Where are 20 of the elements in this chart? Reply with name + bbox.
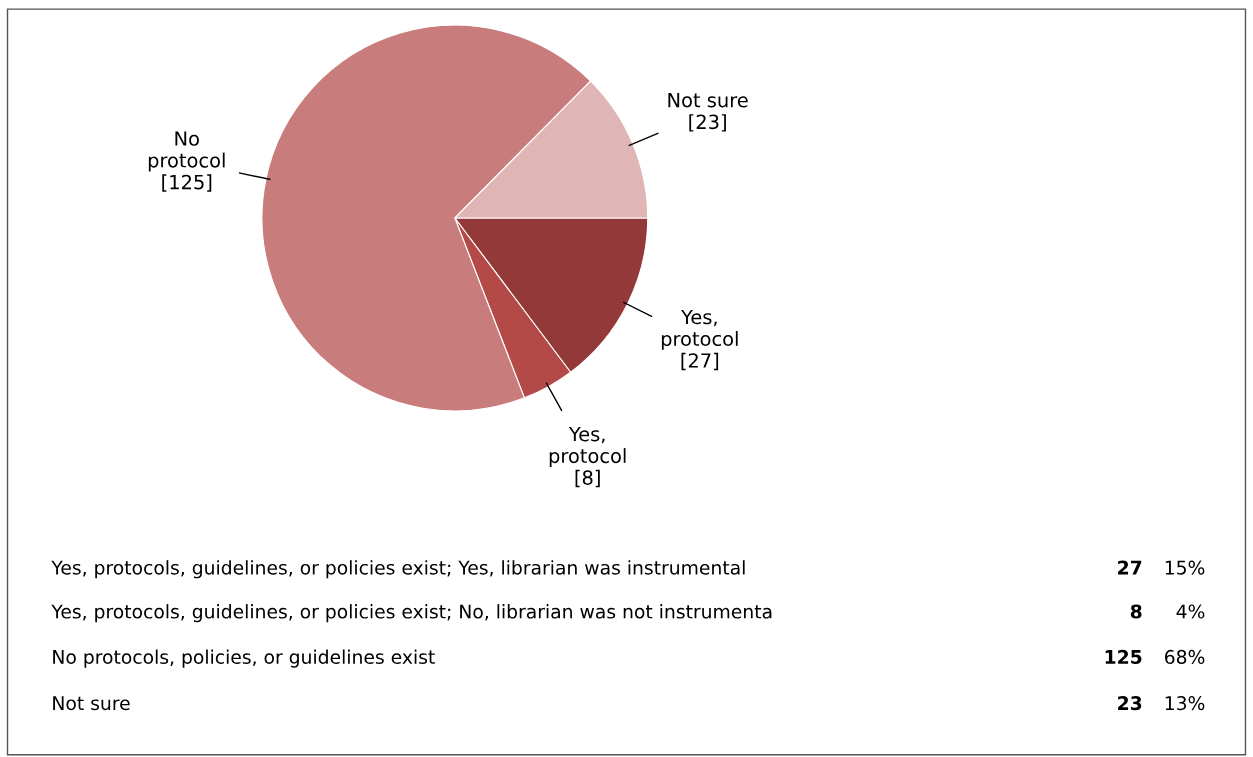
slice-label: Yes, protocol [549, 426, 626, 467]
text: Yes, protocols, guidelines, or policies exist; Yes, librarian was instrumental [51, 560, 745, 579]
text: 4% [1176, 604, 1205, 619]
text: 68% [1165, 649, 1205, 665]
data-label: [8] [575, 469, 600, 488]
slice-label: Not sure [668, 92, 748, 108]
text: 15% [1165, 560, 1205, 575]
text: 23 [1118, 696, 1142, 711]
text: Yes, protocols, guidelines, or policies exist; No, librarian was not instrumenta [51, 604, 772, 623]
text: No protocols, policies, or guidelines exist [53, 649, 435, 668]
data-label: [125] [162, 174, 212, 192]
text: 8 [1130, 604, 1142, 619]
text: 13% [1165, 696, 1205, 711]
data-label: [27] [681, 352, 719, 371]
data-label: [23] [689, 114, 726, 132]
slice-label: No protocol [148, 131, 225, 172]
text: Not sure [53, 696, 130, 711]
text: 27 [1118, 560, 1142, 575]
text: 125 [1105, 649, 1142, 665]
slice-label: Yes, protocol [661, 309, 738, 350]
